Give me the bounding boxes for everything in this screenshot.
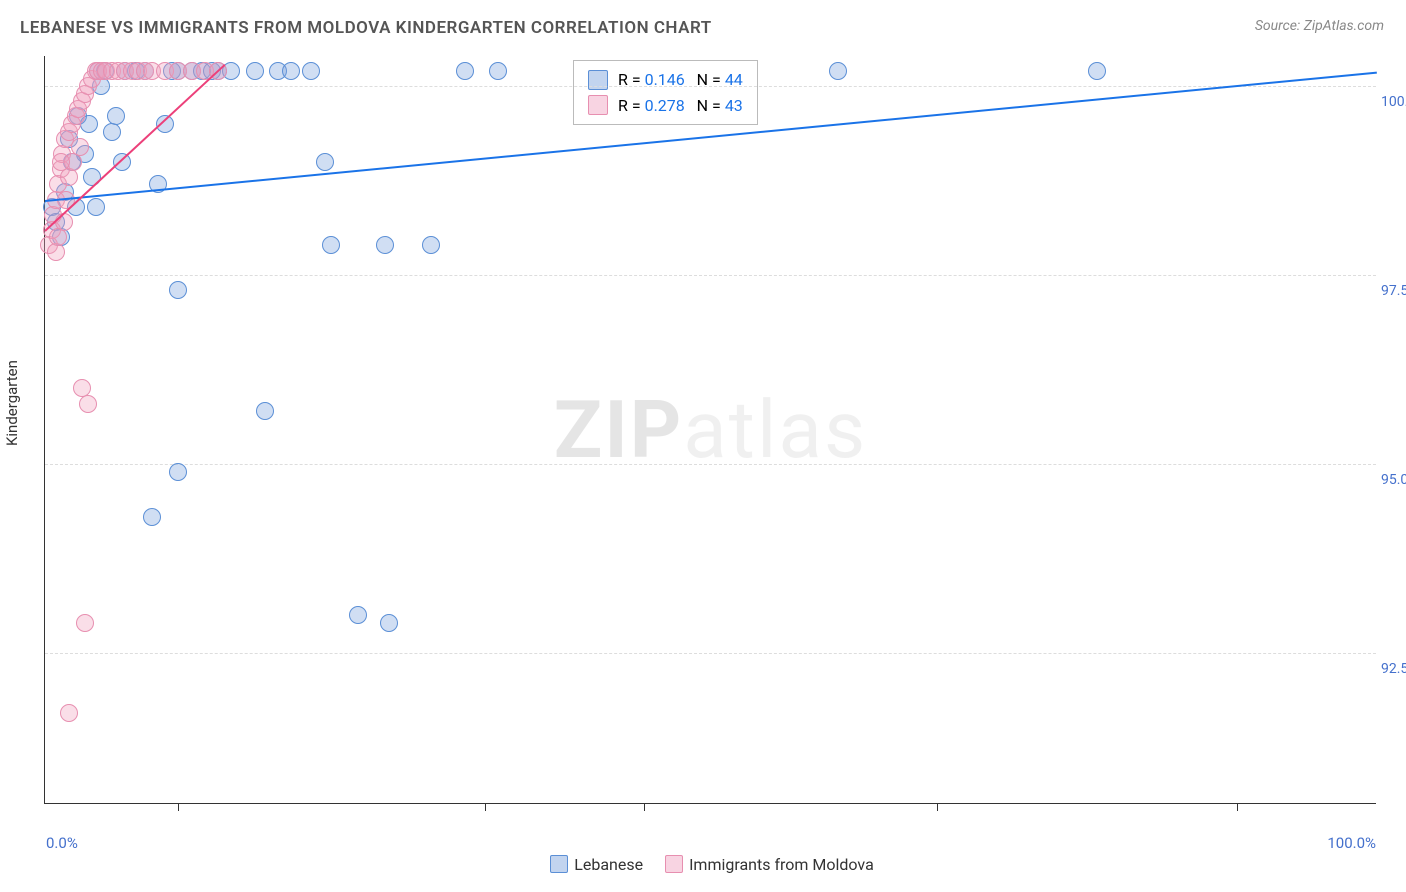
chart-container: LEBANESE VS IMMIGRANTS FROM MOLDOVA KIND… [0,0,1406,892]
x-tick [644,803,645,811]
legend-row-moldova: R = 0.278 N = 43 [588,93,743,119]
legend-bottom-label-moldova: Immigrants from Moldova [689,855,874,874]
legend-stats: R = 0.146 N = 44 R = 0.278 N = 43 [573,60,758,125]
point-lebanese [256,402,274,420]
legend-bottom: Lebanese Immigrants from Moldova [0,855,1406,874]
x-tick [178,803,179,811]
watermark-rest: atlas [683,383,867,477]
x-tick [937,803,938,811]
plot-area: ZIPatlas R = 0.146 N = 44 R = 0.278 N = … [44,56,1376,804]
legend-r-label: R = 0.146 N = 44 [618,67,743,93]
legend-r-value-moldova: 0.278 [645,96,685,115]
point-lebanese [246,62,264,80]
chart-title: LEBANESE VS IMMIGRANTS FROM MOLDOVA KIND… [20,18,712,38]
point-lebanese [282,62,300,80]
point-lebanese [87,198,105,216]
x-max-label: 100.0% [1327,834,1376,852]
point-lebanese [1088,62,1106,80]
point-lebanese [456,62,474,80]
point-lebanese [322,236,340,254]
x-tick [485,803,486,811]
point-moldova [76,614,94,632]
point-moldova [60,704,78,722]
watermark: ZIPatlas [554,383,867,477]
swatch-pink [588,95,608,115]
gridline [45,464,1376,465]
point-lebanese [349,606,367,624]
point-lebanese [107,107,125,125]
legend-bottom-swatch-blue [550,855,568,873]
point-lebanese [143,508,161,526]
source-label: Source: ZipAtlas.com [1255,18,1384,34]
point-lebanese [316,153,334,171]
gridline [45,275,1376,276]
x-min-label: 0.0% [46,834,78,852]
point-moldova [79,395,97,413]
legend-bottom-label-lebanese: Lebanese [574,855,643,874]
x-tick [1237,803,1238,811]
legend-r-label: R = 0.278 N = 43 [618,93,743,119]
gridline [45,86,1376,87]
point-moldova [52,153,70,171]
y-tick-label: 97.5% [1381,283,1406,299]
legend-bottom-swatch-pink [665,855,683,873]
legend-n-value-moldova: 43 [725,96,743,115]
point-lebanese [169,463,187,481]
point-lebanese [422,236,440,254]
point-lebanese [302,62,320,80]
y-tick-label: 100.0% [1381,94,1406,110]
gridline [45,653,1376,654]
point-lebanese [113,153,131,171]
point-lebanese [489,62,507,80]
point-lebanese [376,236,394,254]
point-moldova [71,138,89,156]
y-tick-label: 95.0% [1381,472,1406,488]
point-lebanese [829,62,847,80]
legend-row-lebanese: R = 0.146 N = 44 [588,67,743,93]
point-lebanese [380,614,398,632]
y-axis-title: Kindergarten [3,360,21,446]
point-lebanese [169,281,187,299]
watermark-bold: ZIP [554,383,684,477]
y-tick-label: 92.5% [1381,661,1406,677]
point-moldova [55,213,73,231]
point-lebanese [103,123,121,141]
